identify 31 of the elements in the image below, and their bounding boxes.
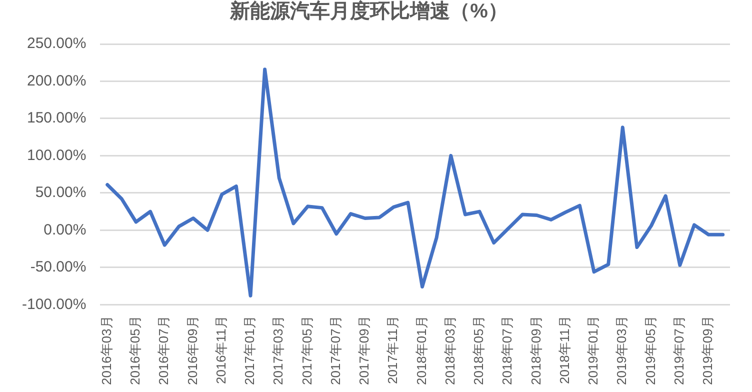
x-tick-label: 2017年05月 xyxy=(299,316,314,386)
x-tick-label: 2017年07月 xyxy=(328,316,343,386)
y-tick-label: 250.00% xyxy=(26,35,86,52)
x-tick-label: 2019年01月 xyxy=(586,316,601,386)
x-tick-label: 2019年03月 xyxy=(614,316,630,386)
x-tick-label: 2018年09月 xyxy=(528,316,544,386)
y-tick-label: -100.00% xyxy=(22,296,86,313)
x-tick-label: 2018年03月 xyxy=(442,316,458,386)
x-tick-label: 2019年07月 xyxy=(671,316,686,386)
y-tick-label: -50.00% xyxy=(30,258,86,276)
x-tick-label: 2017年01月 xyxy=(242,316,258,386)
y-tick-label: 200.00% xyxy=(26,72,86,90)
x-tick-label: 2016年03月 xyxy=(98,316,114,386)
y-tick-label: 50.00% xyxy=(35,184,86,202)
x-tick-label: 2017年09月 xyxy=(356,316,372,386)
x-tick-label: 2017年03月 xyxy=(270,316,286,386)
y-tick-label: 150.00% xyxy=(26,110,86,127)
x-tick-label: 2018年07月 xyxy=(500,316,515,386)
chart-title: 新能源汽车月度环比增速（%） xyxy=(229,0,508,23)
x-tick-label: 2016年11月 xyxy=(213,316,228,384)
x-tick-label: 2019年05月 xyxy=(642,316,658,386)
y-tick-label: 0.00% xyxy=(44,221,86,238)
x-tick-label: 2018年11月 xyxy=(556,316,572,384)
y-tick-label: 100.00% xyxy=(26,146,86,164)
x-tick-label: 2017年11月 xyxy=(385,316,400,384)
x-tick-label: 2016年09月 xyxy=(184,316,200,386)
x-tick-label: 2019年09月 xyxy=(700,316,716,386)
x-tick-label: 2016年07月 xyxy=(156,316,172,386)
x-tick-label: 2016年05月 xyxy=(128,316,143,386)
x-tick-label: 2018年05月 xyxy=(471,316,486,386)
x-tick-label: 2018年01月 xyxy=(414,316,429,386)
